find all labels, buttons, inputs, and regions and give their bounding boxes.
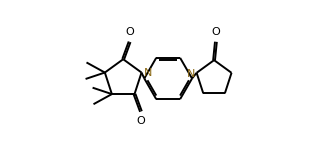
- Text: O: O: [137, 116, 145, 126]
- Text: O: O: [125, 27, 134, 37]
- Text: O: O: [212, 27, 220, 37]
- Text: N: N: [144, 68, 152, 78]
- Text: N: N: [187, 69, 196, 79]
